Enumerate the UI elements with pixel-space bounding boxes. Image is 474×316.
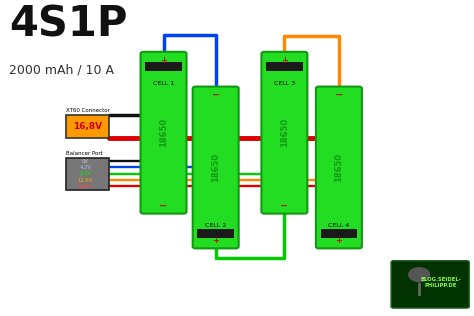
FancyBboxPatch shape — [262, 52, 307, 214]
Text: −: − — [335, 90, 343, 100]
FancyBboxPatch shape — [66, 115, 109, 138]
Text: 8.4V: 8.4V — [79, 171, 91, 176]
Text: BLOG.SEIDEL-
PHILIPP.DE: BLOG.SEIDEL- PHILIPP.DE — [421, 277, 462, 288]
Text: CELL 2: CELL 2 — [205, 222, 226, 228]
Text: −: − — [280, 200, 289, 210]
FancyBboxPatch shape — [66, 158, 109, 190]
Text: CELL 4: CELL 4 — [328, 222, 349, 228]
Text: 18650: 18650 — [159, 118, 168, 147]
Circle shape — [409, 268, 429, 282]
Text: 18650: 18650 — [280, 118, 289, 147]
FancyBboxPatch shape — [320, 229, 357, 238]
Text: −: − — [159, 200, 168, 210]
Text: 16,8V: 16,8V — [73, 122, 102, 131]
Text: XT60 Connector: XT60 Connector — [66, 108, 110, 113]
FancyBboxPatch shape — [391, 261, 469, 308]
FancyBboxPatch shape — [266, 62, 303, 71]
Text: 4.2V: 4.2V — [79, 165, 91, 170]
Text: +: + — [336, 236, 342, 245]
Text: +: + — [160, 56, 167, 65]
Text: CELL 3: CELL 3 — [274, 81, 295, 86]
Text: 0V: 0V — [82, 159, 89, 164]
FancyBboxPatch shape — [140, 52, 186, 214]
Text: 16.8V: 16.8V — [78, 184, 93, 189]
FancyBboxPatch shape — [192, 87, 238, 248]
Text: 4S1P: 4S1P — [9, 3, 128, 45]
Text: 18650: 18650 — [211, 153, 220, 182]
Text: 2000 mAh / 10 A: 2000 mAh / 10 A — [9, 63, 115, 76]
Text: 12.6V: 12.6V — [78, 178, 93, 183]
Text: 18650: 18650 — [335, 153, 343, 182]
Text: +: + — [281, 56, 288, 65]
Text: −: − — [211, 90, 220, 100]
FancyBboxPatch shape — [197, 229, 234, 238]
FancyBboxPatch shape — [145, 62, 182, 71]
Text: CELL 1: CELL 1 — [153, 81, 174, 86]
Text: Balancer Port: Balancer Port — [66, 151, 103, 156]
FancyBboxPatch shape — [316, 87, 362, 248]
Text: +: + — [212, 236, 219, 245]
